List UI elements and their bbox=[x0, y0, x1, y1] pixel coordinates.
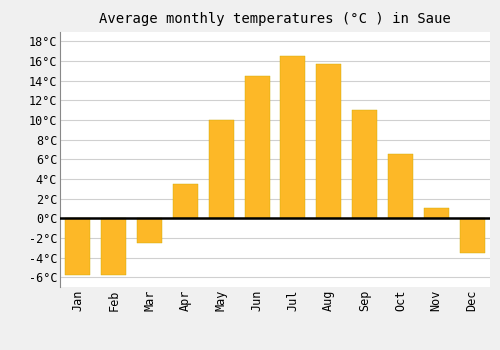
Bar bbox=[101, 218, 126, 275]
Bar bbox=[460, 218, 484, 253]
Bar bbox=[244, 76, 270, 218]
Bar bbox=[208, 120, 234, 218]
Bar bbox=[66, 218, 90, 275]
Bar bbox=[316, 64, 342, 218]
Bar bbox=[388, 154, 413, 218]
Bar bbox=[280, 56, 305, 218]
Bar bbox=[137, 218, 162, 243]
Title: Average monthly temperatures (°C ) in Saue: Average monthly temperatures (°C ) in Sa… bbox=[99, 12, 451, 26]
Bar bbox=[352, 110, 377, 218]
Bar bbox=[173, 184, 198, 218]
Bar bbox=[424, 208, 449, 218]
